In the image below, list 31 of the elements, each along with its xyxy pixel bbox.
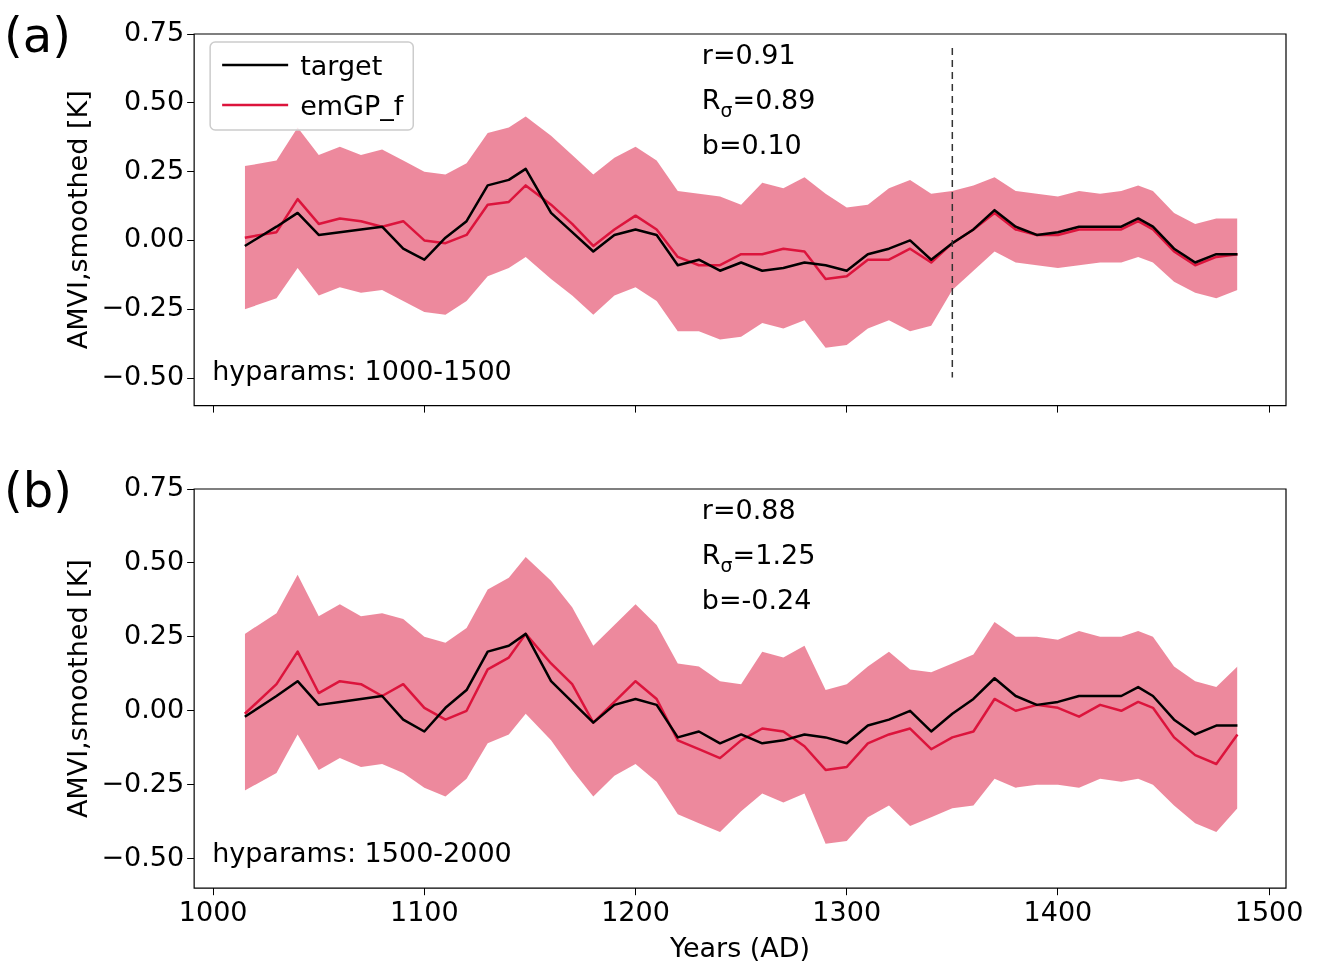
chart-title: (a) — [4, 7, 71, 63]
x-tick-label: 1200 — [601, 896, 670, 928]
y-axis-title: AMVI,smoothed [K] — [62, 559, 94, 819]
x-tick-label: 1400 — [1023, 896, 1093, 928]
y-tick-label: −0.50 — [101, 360, 185, 392]
y-tick-label: 0.00 — [124, 692, 185, 724]
annotation: b=0.10 — [701, 129, 802, 160]
y-tick-label: −0.50 — [101, 840, 185, 872]
y-tick-label: 0.75 — [124, 471, 185, 503]
y-tick-label: 0.50 — [124, 544, 185, 576]
y-tick-label: −0.25 — [101, 766, 185, 798]
chart-title: (b) — [4, 462, 72, 518]
x-tick-label: 1100 — [389, 896, 459, 928]
annotation: hyparams: 1500-2000 — [212, 837, 512, 869]
y-tick-label: 0.50 — [124, 84, 185, 116]
annotation: hyparams: 1000-1500 — [212, 354, 512, 386]
x-tick-label: 1000 — [178, 896, 248, 928]
x-axis-title: Years (AD) — [668, 931, 811, 963]
annotation: r=0.88 — [701, 494, 796, 525]
y-tick-label: 0.75 — [124, 16, 185, 48]
annotation: b=-0.24 — [701, 584, 812, 615]
legend-label: emGP_f — [300, 90, 405, 121]
y-axis-title: AMVI,smoothed [K] — [62, 90, 94, 350]
y-tick-label: 0.00 — [124, 222, 185, 254]
y-tick-label: 0.25 — [124, 153, 185, 185]
annotation: r=0.91 — [701, 39, 796, 70]
y-tick-label: 0.25 — [124, 618, 185, 650]
x-tick-label: 1500 — [1234, 896, 1304, 928]
legend-label: target — [300, 50, 383, 81]
x-tick-label: 1300 — [812, 896, 882, 928]
y-tick-label: −0.25 — [101, 291, 185, 323]
